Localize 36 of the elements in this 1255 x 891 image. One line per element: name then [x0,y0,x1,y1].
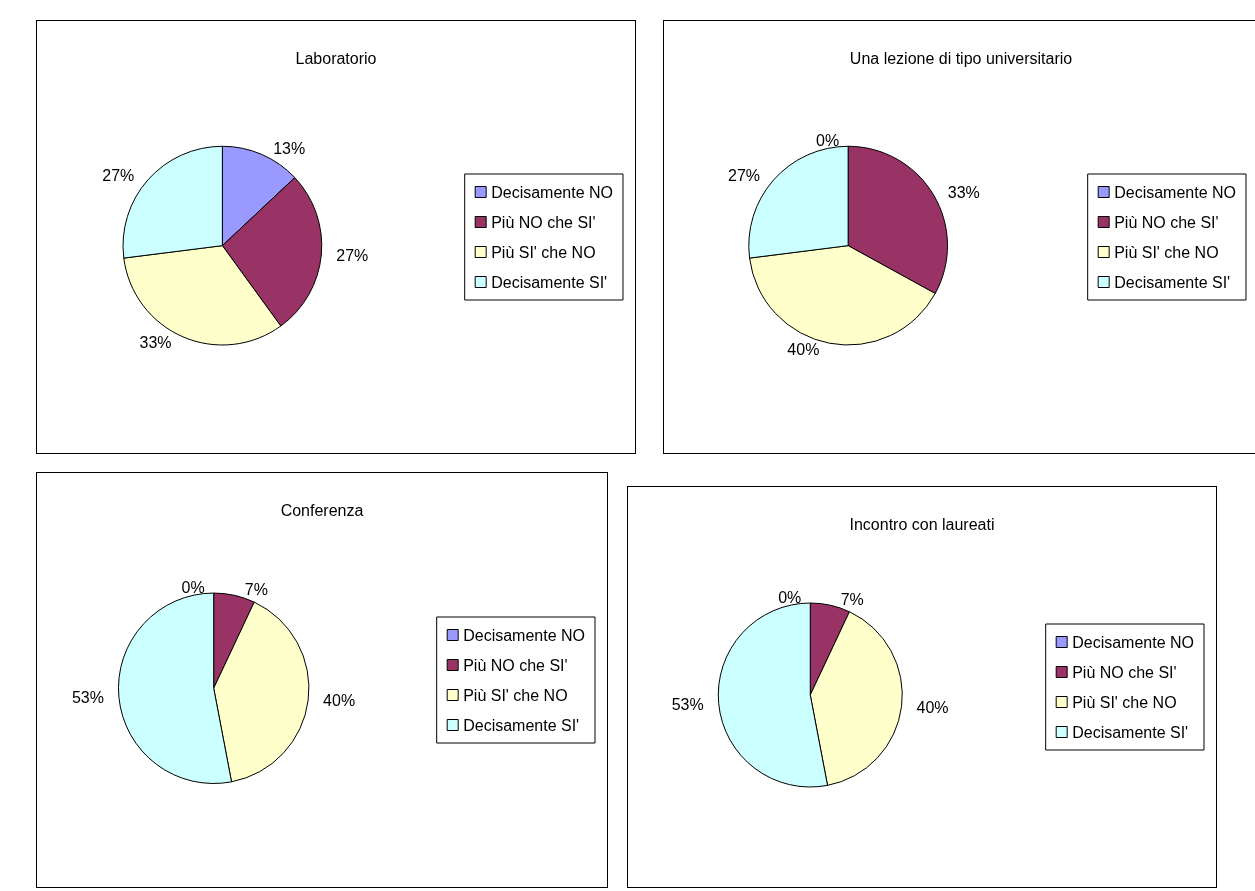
data-label: 33% [947,183,980,201]
legend-label: Più SI' che NO [463,686,568,704]
legend-label: Più NO che SI' [1072,663,1177,681]
chart-title: Una lezione di tipo universitario [849,49,1073,67]
data-label: 33% [139,333,172,351]
chart-title: Conferenza [280,501,364,519]
data-label: 7% [840,590,864,608]
legend-label: Più SI' che NO [1072,693,1177,711]
legend-label: Decisamente NO [491,183,614,201]
legend-label: Più NO che SI' [1114,213,1219,231]
data-label: 13% [273,140,306,158]
legend-label: Decisamente NO [1072,633,1195,651]
legend-label: Decisamente SI' [491,273,608,291]
chart-title: Laboratorio [295,49,377,67]
text: 0% [816,131,840,149]
data-label: 40% [787,340,820,358]
legend-label: Più SI' che NO [491,243,596,261]
legend-label: Più SI' che NO [1114,243,1219,261]
data-label: 7% [244,581,268,598]
data-label: 27% [102,167,135,185]
data-label: 27% [336,247,369,265]
text: 0% [181,578,205,596]
legend-label: Più NO che SI' [463,656,568,674]
data-label: 53% [71,689,104,707]
data-label: 40% [323,692,356,710]
data-label: 53% [671,695,704,713]
legend-label: Decisamente SI' [1072,723,1189,741]
text: 0% [778,588,802,606]
data-label: 40% [916,698,949,716]
legend-label: Più NO che SI' [491,213,596,231]
legend-label: Decisamente NO [463,626,586,644]
legend-label: Decisamente NO [1114,183,1237,201]
chart-title: Incontro con laureati [849,515,995,533]
data-label: 27% [728,167,761,185]
legend-label: Decisamente SI' [463,716,580,734]
legend-label: Decisamente SI' [1114,273,1231,291]
